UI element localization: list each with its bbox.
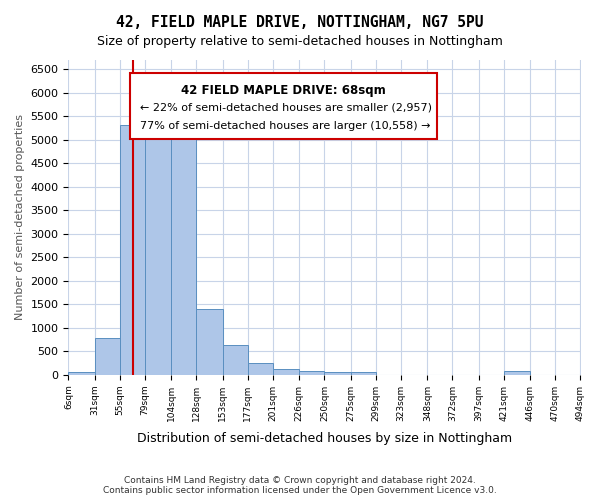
Bar	[248, 363, 273, 375]
Bar	[350, 372, 376, 375]
Text: 42, FIELD MAPLE DRIVE, NOTTINGHAM, NG7 5PU: 42, FIELD MAPLE DRIVE, NOTTINGHAM, NG7 5…	[116, 15, 484, 30]
Bar	[325, 372, 350, 375]
Bar	[68, 372, 95, 375]
Text: ← 22% of semi-detached houses are smaller (2,957): ← 22% of semi-detached houses are smalle…	[140, 102, 432, 113]
Bar	[273, 368, 299, 375]
Text: Size of property relative to semi-detached houses in Nottingham: Size of property relative to semi-detach…	[97, 35, 503, 48]
Bar	[196, 308, 223, 375]
Bar	[95, 338, 120, 375]
FancyBboxPatch shape	[130, 72, 437, 138]
Y-axis label: Number of semi-detached properties: Number of semi-detached properties	[15, 114, 25, 320]
X-axis label: Distribution of semi-detached houses by size in Nottingham: Distribution of semi-detached houses by …	[137, 432, 512, 445]
Text: 77% of semi-detached houses are larger (10,558) →: 77% of semi-detached houses are larger (…	[140, 122, 431, 132]
Bar	[171, 130, 196, 375]
Bar	[299, 371, 325, 375]
Bar	[504, 371, 530, 375]
Bar	[223, 345, 248, 375]
Text: Contains HM Land Registry data © Crown copyright and database right 2024.
Contai: Contains HM Land Registry data © Crown c…	[103, 476, 497, 495]
Bar	[120, 126, 145, 375]
Bar	[145, 126, 171, 375]
Text: 42 FIELD MAPLE DRIVE: 68sqm: 42 FIELD MAPLE DRIVE: 68sqm	[181, 84, 386, 96]
